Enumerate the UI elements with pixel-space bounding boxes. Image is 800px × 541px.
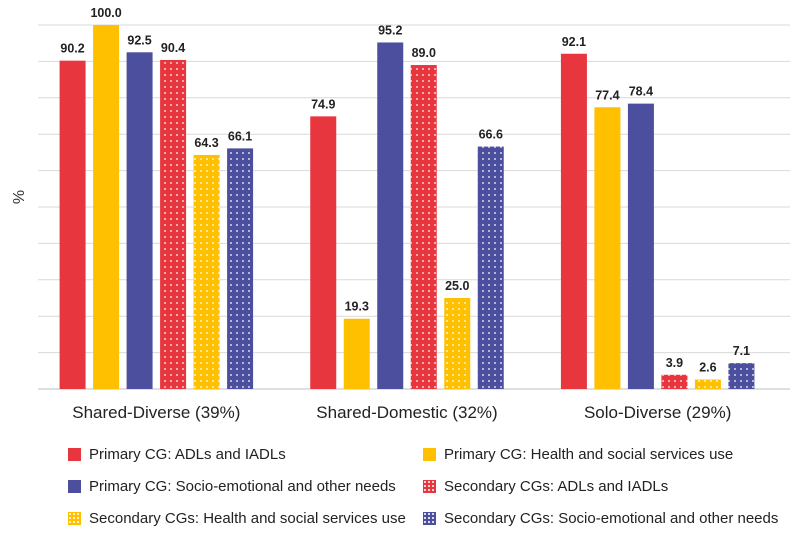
bar-2-1: [310, 116, 337, 389]
data-label: 89.0: [412, 46, 436, 60]
legend-label: Primary CG: ADLs and IADLs: [89, 446, 286, 463]
data-label: 25.0: [445, 279, 469, 293]
legend-item: Secondary CGs: ADLs and IADLs: [423, 478, 668, 495]
category-labels: Shared-Diverse (39%) Shared-Domestic (32%…: [72, 403, 731, 422]
data-label: 2.6: [699, 361, 716, 375]
data-label: 100.0: [90, 6, 121, 20]
data-label: 66.1: [228, 129, 252, 143]
data-label: 77.4: [595, 88, 619, 102]
bar-dot-pattern: [694, 379, 721, 389]
legend-label: Secondary CGs: Health and social service…: [89, 510, 406, 527]
y-axis-title: %: [11, 190, 28, 204]
bar-3-3: [627, 103, 654, 390]
data-label: 64.3: [194, 136, 218, 150]
data-label: 74.9: [311, 97, 335, 111]
bar-1-2: [93, 25, 120, 389]
legend-label: Secondary CGs: ADLs and IADLs: [444, 478, 669, 495]
category-label: Solo-Diverse (29%): [584, 403, 731, 422]
bar-3-2: [594, 107, 621, 389]
legend-item: Primary CG: Health and social services u…: [423, 446, 733, 463]
bar-dot-pattern: [193, 154, 220, 389]
legend-label: Secondary CGs: Socio-emotional and other…: [444, 510, 779, 527]
legend-swatch: [68, 480, 81, 493]
category-label: Shared-Diverse (39%): [72, 403, 240, 422]
legend-swatch: [68, 448, 81, 461]
data-label: 92.1: [562, 35, 586, 49]
data-label: 95.2: [378, 23, 402, 37]
bar-2-3: [377, 42, 404, 390]
data-label: 78.4: [629, 85, 653, 99]
category-label: Shared-Domestic (32%): [316, 403, 497, 422]
legend-item: Primary CG: Socio-emotional and other ne…: [68, 478, 396, 495]
data-label: 90.4: [161, 41, 185, 55]
bar-3-1: [560, 53, 587, 389]
legend-item: Secondary CGs: Health and social service…: [68, 510, 406, 527]
bar-dot-pattern: [227, 148, 254, 389]
legend-label: Primary CG: Health and social services u…: [444, 446, 734, 463]
bar-dot-pattern: [444, 298, 471, 389]
bar-dot-pattern: [477, 146, 504, 389]
legend-swatch: [423, 448, 436, 461]
legend-swatch: [423, 512, 436, 525]
bar-1-3: [126, 52, 153, 390]
legend-label: Primary CG: Socio-emotional and other ne…: [89, 478, 396, 495]
data-label: 3.9: [666, 356, 683, 370]
legend-swatch: [68, 512, 81, 525]
bars: [59, 25, 755, 390]
bar-dot-pattern: [410, 65, 437, 389]
data-label: 19.3: [345, 300, 369, 314]
legend-item: Secondary CGs: Socio-emotional and other…: [423, 510, 778, 527]
data-label: 7.1: [733, 344, 750, 358]
bar-dot-pattern: [728, 363, 755, 389]
bar-2-2: [343, 318, 370, 389]
bar-dot-pattern: [661, 374, 688, 389]
data-label: 92.5: [127, 33, 151, 47]
legend-item: Primary CG: ADLs and IADLs: [68, 446, 286, 463]
bar-dot-pattern: [160, 59, 187, 389]
data-label: 66.6: [479, 128, 503, 142]
bar-1-1: [59, 60, 86, 390]
data-label: 90.2: [60, 42, 84, 56]
data-labels: 90.2 100.0 92.5 90.4 64.3 66.1 74.9 19.3 95.2 89.…: [60, 6, 750, 375]
legend-swatch: [423, 480, 436, 493]
